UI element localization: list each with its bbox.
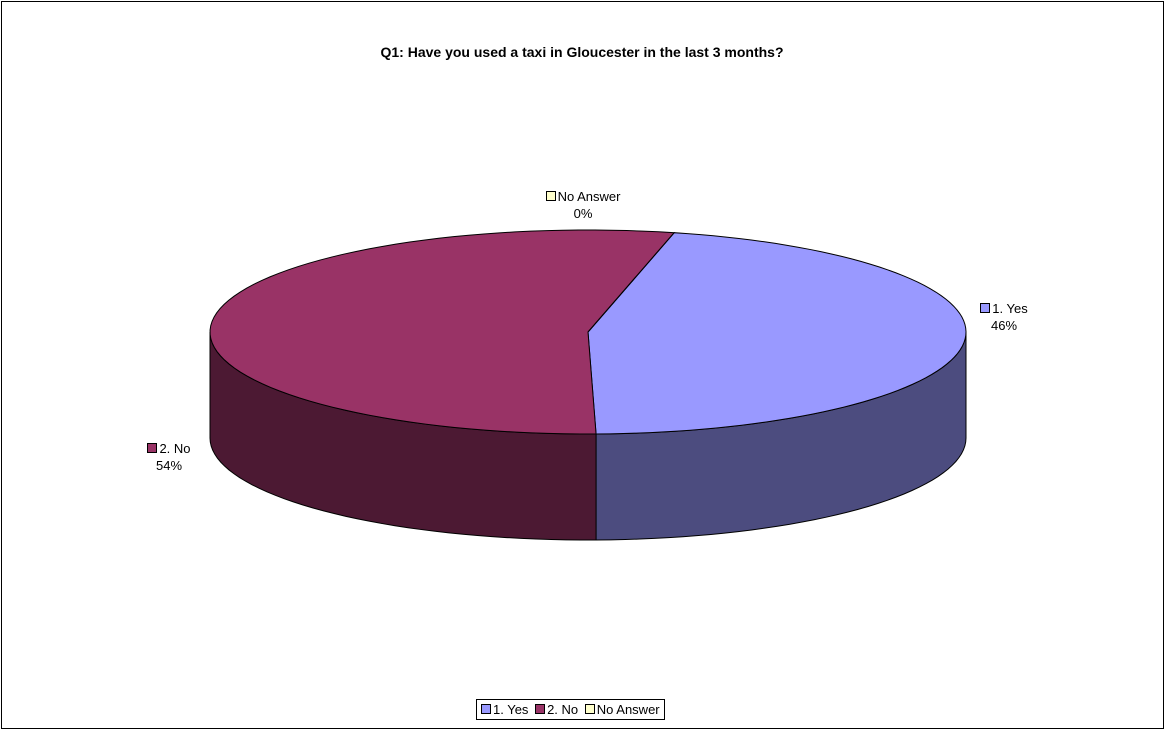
- chart-title: Q1: Have you used a taxi in Gloucester i…: [380, 44, 784, 60]
- data-label-no: 2. No 54%: [144, 440, 194, 474]
- no-swatch: [147, 443, 158, 453]
- yes-swatch: [980, 303, 991, 313]
- no-value: 54%: [155, 458, 183, 473]
- legend-item-no: 2. No: [535, 702, 578, 717]
- no-answer-swatch: [545, 191, 556, 201]
- pie-slice-no-answer: [587, 232, 675, 333]
- pie-slice-no: [209, 229, 676, 435]
- pie-slice-yes: [587, 232, 967, 435]
- legend-item-no-answer: No Answer: [584, 702, 660, 717]
- data-label-yes: 1. Yes 46%: [974, 300, 1034, 334]
- yes-value: 46%: [990, 318, 1018, 333]
- chart-legend: 1. Yes 2. No No Answer: [476, 699, 665, 720]
- no-answer-value: 0%: [573, 206, 593, 221]
- data-label-no-answer: No Answer 0%: [538, 188, 628, 222]
- legend-item-yes: 1. Yes: [481, 702, 528, 717]
